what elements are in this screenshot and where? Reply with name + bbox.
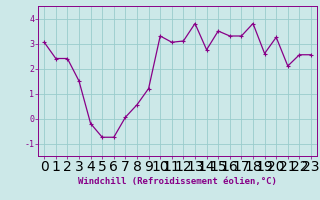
X-axis label: Windchill (Refroidissement éolien,°C): Windchill (Refroidissement éolien,°C) — [78, 177, 277, 186]
